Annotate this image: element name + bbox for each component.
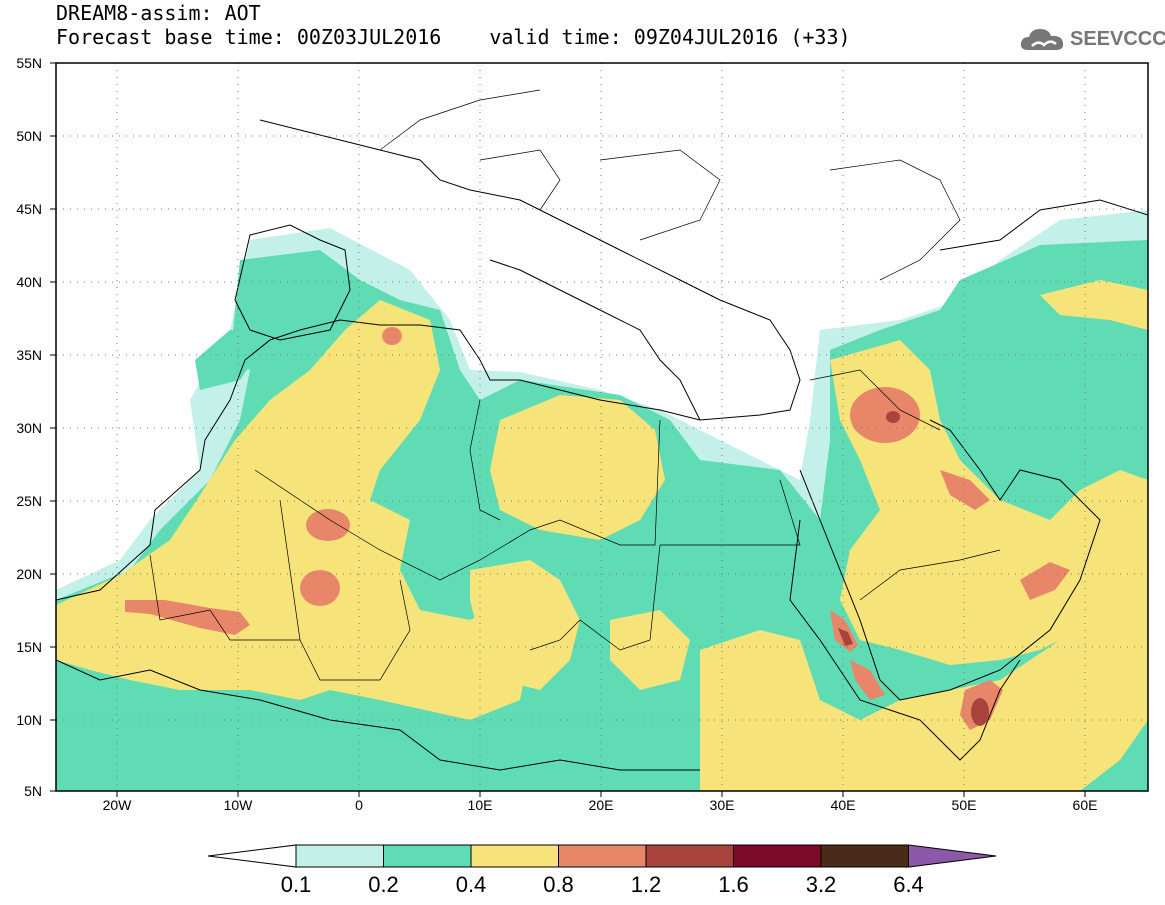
colorbar-swatch [820,844,909,868]
colorbar-swatch [558,844,647,868]
graticule [56,63,1148,791]
colorbar-label: 1.2 [630,872,662,897]
aot-band-1.2 [838,411,989,726]
lat-tick-label: 30N [16,420,42,436]
lat-tick-label: 50N [16,128,42,144]
aot-fields [56,63,1148,791]
lat-tick-label: 35N [16,347,42,363]
logo-text: SEEVCCC [1070,27,1165,50]
lon-tick-label: 60E [1072,797,1098,813]
colorbar-swatch [295,844,384,868]
valid-time: valid time: 09Z04JUL2016 (+33) [489,25,851,49]
lat-tick-label: 25N [16,493,42,509]
colorbar-label: 1.6 [718,872,749,897]
lat-tick-label: 10N [16,712,42,728]
lat-tick-label: 5N [24,783,42,799]
lon-tick-label: 10E [467,797,493,813]
lon-tick-label: 0 [355,797,363,813]
lon-tick-label: 20E [588,797,614,813]
colorbar-swatch [645,844,734,868]
axis-ticks [50,62,1086,797]
lat-tick-label: 20N [16,566,42,582]
lon-tick-label: 30E [709,797,735,813]
colorbar-label: 3.2 [805,872,837,897]
colorbar-swatch [383,844,472,868]
lat-tick-label: 45N [16,201,42,217]
lat-tick-label: 55N [16,55,42,71]
lat-tick-label: 40N [16,274,42,290]
colorbar-label: 0.2 [368,872,399,897]
colorbar [207,844,997,868]
seevccc-logo: SEEVCCC [1018,22,1165,56]
colorbar-over [908,844,997,868]
colorbar-label: 0.8 [543,872,574,897]
cloud-icon [1020,29,1064,50]
colorbar-label: 6.4 [893,872,924,897]
lon-tick-label: 50E [951,797,977,813]
colorbar-under [207,844,297,868]
colorbar-label: 0.1 [280,872,312,897]
colorbar-swatch [733,844,822,868]
colorbar-swatch [470,844,559,868]
map-frame [55,62,1149,792]
map-title: DREAM8-assim: AOT [56,1,261,25]
aot-band-0.8 [125,327,1070,730]
forecast-times: Forecast base time: 00Z03JUL2016 valid ti… [56,26,851,48]
lat-tick-label: 15N [16,639,42,655]
country-borders [149,89,1001,681]
base-time: Forecast base time: 00Z03JUL2016 [56,25,442,49]
lon-tick-label: 40E [830,797,856,813]
coastlines [56,119,1148,771]
lon-tick-label: 10W [223,797,253,813]
colorbar-label: 0.4 [455,872,487,897]
lon-tick-label: 20W [102,797,132,813]
